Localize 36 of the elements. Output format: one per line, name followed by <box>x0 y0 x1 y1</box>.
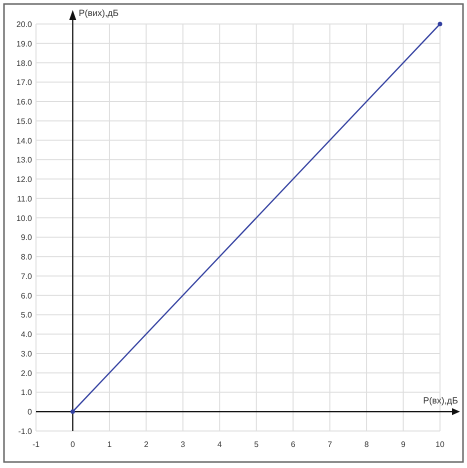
x-tick-label: 4 <box>217 440 222 449</box>
x-tick-label: 0 <box>70 440 76 449</box>
x-tick-label: 1 <box>107 440 112 449</box>
y-tick-label: 20.0 <box>16 20 33 29</box>
x-tick-label: 8 <box>364 440 370 449</box>
y-tick-label: 11.0 <box>17 194 33 204</box>
y-tick-label: 2.0 <box>20 368 33 378</box>
y-tick-label: 15.0 <box>16 116 33 126</box>
y-tick-label: 0 <box>28 408 33 417</box>
y-tick-label: 14.0 <box>16 136 33 146</box>
y-tick-label: 8.0 <box>20 252 33 262</box>
y-axis-title: P(вих),дБ <box>78 8 119 18</box>
y-tick-label: 17.0 <box>16 78 33 88</box>
x-axis-title: P(вх),дБ <box>423 396 458 406</box>
x-tick-label: 2 <box>144 440 149 449</box>
y-tick-label: 10.0 <box>16 214 33 223</box>
x-tick-label: 5 <box>254 440 260 449</box>
y-tick-label: 5.0 <box>20 310 33 320</box>
x-tick-label: -1 <box>32 440 40 449</box>
x-tick-label: 6 <box>290 440 296 449</box>
y-tick-label: 1.0 <box>20 388 33 398</box>
x-tick-label: 9 <box>401 440 406 449</box>
y-tick-label: 7.0 <box>20 272 33 281</box>
y-tick-label: 3.0 <box>20 349 33 358</box>
y-tick-label: 12.0 <box>16 175 33 184</box>
y-tick-label: 18.0 <box>16 58 33 68</box>
y-tick-label: 16.0 <box>16 98 33 107</box>
y-tick-label: -1.0 <box>18 427 33 436</box>
x-tick-label: 7 <box>328 440 333 449</box>
y-tick-label: 13.0 <box>16 156 33 165</box>
x-tick-label: 10 <box>436 440 445 449</box>
y-tick-label: 9.0 <box>20 233 33 242</box>
y-tick-label: 6.0 <box>20 291 33 300</box>
y-tick-label: 4.0 <box>20 330 33 340</box>
x-tick-label: 3 <box>180 440 186 449</box>
y-tick-label: 19.0 <box>16 39 33 48</box>
